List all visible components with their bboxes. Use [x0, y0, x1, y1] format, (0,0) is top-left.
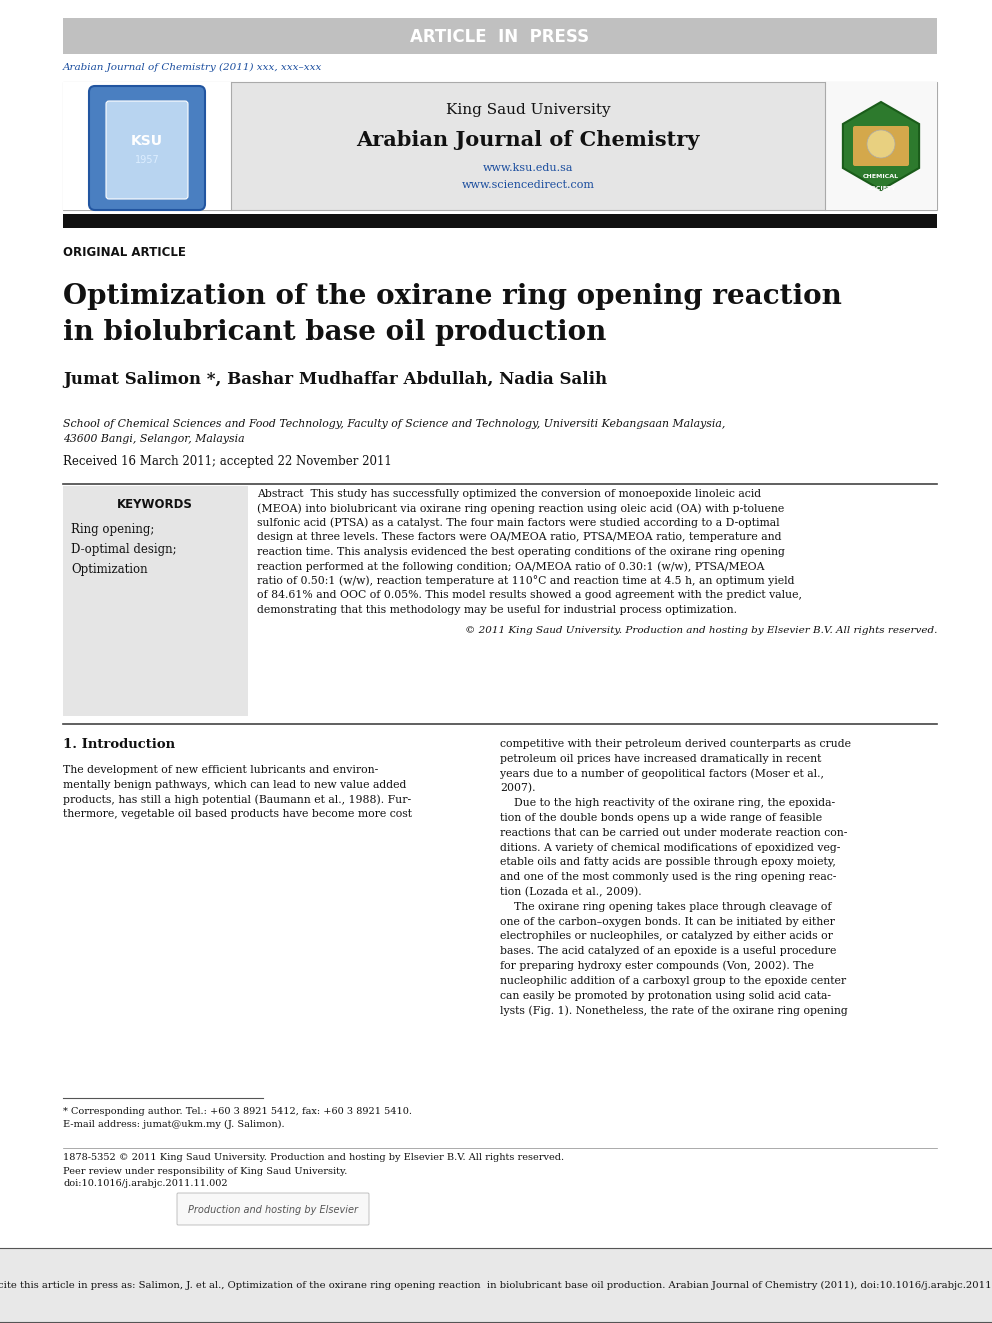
Text: 43600 Bangi, Selangor, Malaysia: 43600 Bangi, Selangor, Malaysia: [63, 434, 245, 445]
Text: reaction time. This analysis evidenced the best operating conditions of the oxir: reaction time. This analysis evidenced t…: [257, 546, 785, 557]
Bar: [63, 82, 937, 210]
FancyBboxPatch shape: [177, 1193, 369, 1225]
Bar: [0, 1248, 992, 1323]
Text: Please cite this article in press as: Salimon, J. et al., Optimization of the ox: Please cite this article in press as: Sa…: [0, 1281, 992, 1290]
Text: products, has still a high potential (Baumann et al., 1988). Fur-: products, has still a high potential (Ba…: [63, 794, 411, 804]
Text: ORIGINAL ARTICLE: ORIGINAL ARTICLE: [63, 246, 186, 258]
Text: of 84.61% and OOC of 0.05%. This model results showed a good agreement with the : of 84.61% and OOC of 0.05%. This model r…: [257, 590, 802, 601]
Text: CHEMICAL: CHEMICAL: [863, 173, 899, 179]
Text: Arabian Journal of Chemistry: Arabian Journal of Chemistry: [356, 130, 699, 149]
Text: petroleum oil prices have increased dramatically in recent: petroleum oil prices have increased dram…: [500, 754, 821, 763]
Text: tion of the double bonds opens up a wide range of feasible: tion of the double bonds opens up a wide…: [500, 814, 822, 823]
Text: nucleophilic addition of a carboxyl group to the epoxide center: nucleophilic addition of a carboxyl grou…: [500, 976, 846, 986]
Text: mentally benign pathways, which can lead to new value added: mentally benign pathways, which can lead…: [63, 779, 407, 790]
Text: Received 16 March 2011; accepted 22 November 2011: Received 16 March 2011; accepted 22 Nove…: [63, 455, 392, 468]
Text: Optimization of the oxirane ring opening reaction: Optimization of the oxirane ring opening…: [63, 283, 842, 310]
Text: demonstrating that this methodology may be useful for industrial process optimiz: demonstrating that this methodology may …: [257, 605, 737, 615]
Text: (MEOA) into biolubricant via oxirane ring opening reaction using oleic acid (OA): (MEOA) into biolubricant via oxirane rin…: [257, 503, 785, 513]
Text: Production and hosting by Elsevier: Production and hosting by Elsevier: [188, 1205, 358, 1215]
Text: Due to the high reactivity of the oxirane ring, the epoxida-: Due to the high reactivity of the oxiran…: [500, 798, 835, 808]
Text: tion (Lozada et al., 2009).: tion (Lozada et al., 2009).: [500, 886, 642, 897]
Text: for preparing hydroxy ester compounds (Von, 2002). The: for preparing hydroxy ester compounds (V…: [500, 960, 813, 971]
Text: Peer review under responsibility of King Saud University.: Peer review under responsibility of King…: [63, 1167, 347, 1176]
Text: reaction performed at the following condition; OA/MEOA ratio of 0.30:1 (w/w), PT: reaction performed at the following cond…: [257, 561, 765, 572]
Text: 1957: 1957: [135, 155, 160, 165]
Text: etable oils and fatty acids are possible through epoxy moiety,: etable oils and fatty acids are possible…: [500, 857, 836, 868]
Text: SOCIETY: SOCIETY: [866, 185, 896, 191]
Bar: [825, 82, 937, 210]
FancyBboxPatch shape: [89, 86, 205, 210]
Text: www.sciencedirect.com: www.sciencedirect.com: [461, 180, 594, 191]
Text: Optimization: Optimization: [71, 564, 148, 577]
Text: can easily be promoted by protonation using solid acid cata-: can easily be promoted by protonation us…: [500, 991, 831, 1000]
FancyBboxPatch shape: [853, 126, 909, 165]
Text: Jumat Salimon *, Bashar Mudhaffar Abdullah, Nadia Salih: Jumat Salimon *, Bashar Mudhaffar Abdull…: [63, 372, 607, 389]
Text: The development of new efficient lubricants and environ-: The development of new efficient lubrica…: [63, 765, 378, 775]
Text: © 2011 King Saud University. Production and hosting by Elsevier B.V. All rights : © 2011 King Saud University. Production …: [464, 626, 937, 635]
FancyBboxPatch shape: [106, 101, 188, 198]
Text: doi:10.1016/j.arabjc.2011.11.002: doi:10.1016/j.arabjc.2011.11.002: [63, 1180, 227, 1188]
Text: and one of the most commonly used is the ring opening reac-: and one of the most commonly used is the…: [500, 872, 836, 882]
Text: ARTICLE  IN  PRESS: ARTICLE IN PRESS: [411, 28, 589, 46]
Text: The oxirane ring opening takes place through cleavage of: The oxirane ring opening takes place thr…: [500, 902, 831, 912]
Text: 2007).: 2007).: [500, 783, 536, 794]
Text: * Corresponding author. Tel.: +60 3 8921 5412, fax: +60 3 8921 5410.: * Corresponding author. Tel.: +60 3 8921…: [63, 1106, 412, 1115]
Text: Ring opening;: Ring opening;: [71, 524, 155, 537]
Text: Arabian Journal of Chemistry (2011) xxx, xxx–xxx: Arabian Journal of Chemistry (2011) xxx,…: [63, 62, 322, 71]
Bar: [63, 19, 937, 54]
Text: 1. Introduction: 1. Introduction: [63, 737, 176, 750]
Text: KSU: KSU: [131, 134, 163, 148]
Bar: [63, 486, 248, 716]
Text: School of Chemical Sciences and Food Technology, Faculty of Science and Technolo: School of Chemical Sciences and Food Tec…: [63, 419, 725, 429]
Bar: [63, 82, 231, 210]
Text: E-mail address: jumat@ukm.my (J. Salimon).: E-mail address: jumat@ukm.my (J. Salimon…: [63, 1119, 285, 1129]
Text: ratio of 0.50:1 (w/w), reaction temperature at 110°C and reaction time at 4.5 h,: ratio of 0.50:1 (w/w), reaction temperat…: [257, 576, 795, 586]
Text: thermore, vegetable oil based products have become more cost: thermore, vegetable oil based products h…: [63, 810, 412, 819]
Text: D-optimal design;: D-optimal design;: [71, 544, 177, 557]
Text: competitive with their petroleum derived counterparts as crude: competitive with their petroleum derived…: [500, 740, 851, 749]
Bar: [63, 214, 937, 228]
Text: design at three levels. These factors were OA/MEOA ratio, PTSA/MEOA ratio, tempe: design at three levels. These factors we…: [257, 532, 782, 542]
Text: electrophiles or nucleophiles, or catalyzed by either acids or: electrophiles or nucleophiles, or cataly…: [500, 931, 833, 942]
Text: ditions. A variety of chemical modifications of epoxidized veg-: ditions. A variety of chemical modificat…: [500, 843, 840, 852]
Text: sulfonic acid (PTSA) as a catalyst. The four main factors were studied according: sulfonic acid (PTSA) as a catalyst. The …: [257, 517, 780, 528]
Text: bases. The acid catalyzed of an epoxide is a useful procedure: bases. The acid catalyzed of an epoxide …: [500, 946, 836, 957]
Text: Abstract  This study has successfully optimized the conversion of monoepoxide li: Abstract This study has successfully opt…: [257, 490, 761, 499]
Text: KEYWORDS: KEYWORDS: [117, 497, 192, 511]
Text: years due to a number of geopolitical factors (Moser et al.,: years due to a number of geopolitical fa…: [500, 769, 824, 779]
Text: www.ksu.edu.sa: www.ksu.edu.sa: [483, 163, 573, 173]
Text: 1878-5352 © 2011 King Saud University. Production and hosting by Elsevier B.V. A: 1878-5352 © 2011 King Saud University. P…: [63, 1154, 564, 1163]
Text: King Saud University: King Saud University: [445, 103, 610, 116]
Text: one of the carbon–oxygen bonds. It can be initiated by either: one of the carbon–oxygen bonds. It can b…: [500, 917, 835, 926]
Text: lysts (Fig. 1). Nonetheless, the rate of the oxirane ring opening: lysts (Fig. 1). Nonetheless, the rate of…: [500, 1005, 848, 1016]
Text: reactions that can be carried out under moderate reaction con-: reactions that can be carried out under …: [500, 828, 847, 837]
Circle shape: [867, 130, 895, 157]
Text: in biolubricant base oil production: in biolubricant base oil production: [63, 319, 606, 345]
